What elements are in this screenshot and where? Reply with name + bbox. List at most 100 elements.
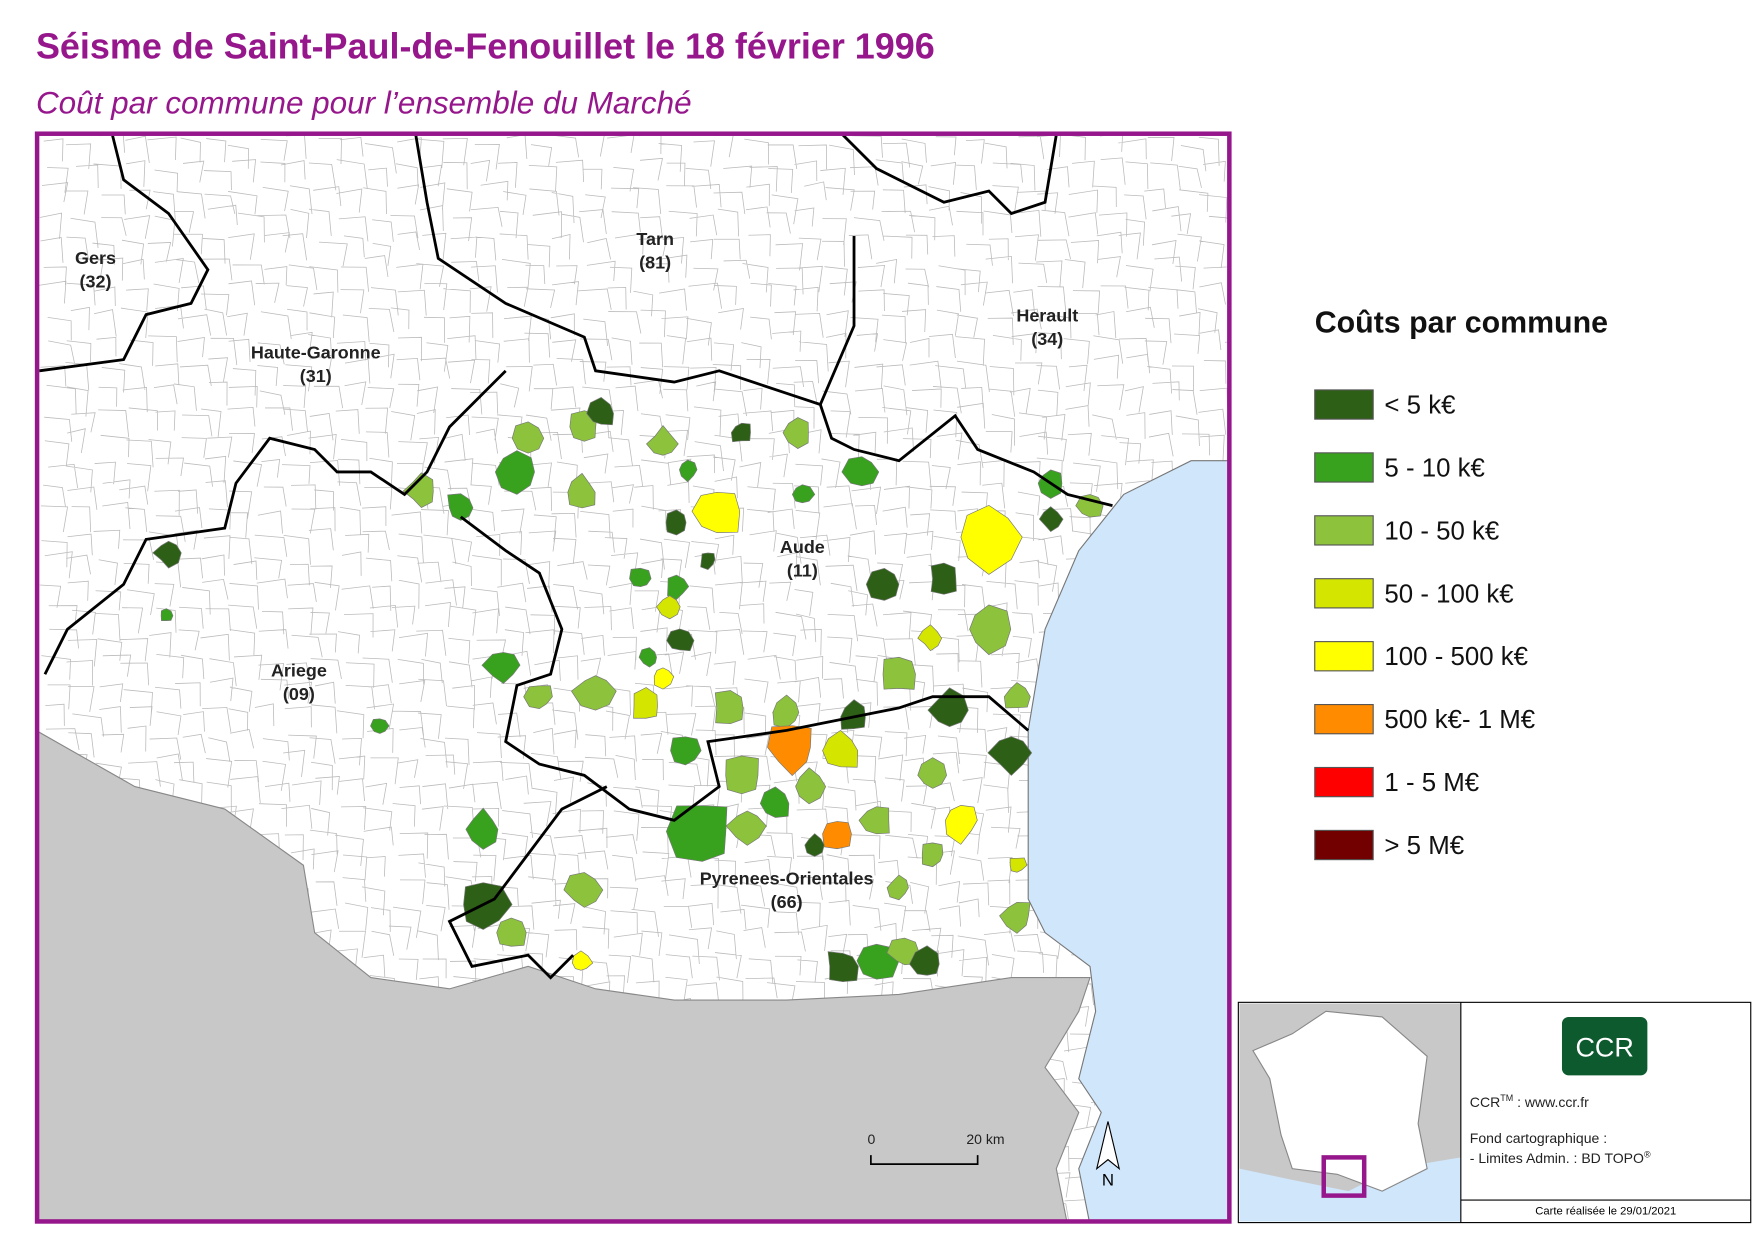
legend-swatch xyxy=(1314,515,1374,546)
commune xyxy=(714,690,744,725)
commune xyxy=(1009,857,1028,873)
commune xyxy=(494,450,535,495)
legend-swatch xyxy=(1314,703,1374,735)
commune xyxy=(523,685,553,709)
commune xyxy=(822,821,852,850)
commune xyxy=(759,786,790,818)
map-frame xyxy=(34,131,1232,1224)
commune xyxy=(465,807,499,850)
legend-swatch xyxy=(1314,389,1374,420)
department-name: Haute-Garonne xyxy=(251,342,381,362)
legend-swatch xyxy=(1314,829,1374,861)
commune xyxy=(791,484,816,504)
department-code: (66) xyxy=(771,892,803,912)
commune xyxy=(822,729,859,768)
commune xyxy=(909,945,940,976)
scale-bar: 0 20 km xyxy=(868,1131,1005,1165)
commune xyxy=(570,675,617,711)
department-code: (11) xyxy=(787,560,818,580)
department-name: Ariege xyxy=(271,660,327,680)
department-name: Pyrenees-Orientales xyxy=(700,868,874,888)
department-code: (09) xyxy=(283,684,315,704)
commune xyxy=(629,567,652,588)
commune xyxy=(567,472,596,509)
commune xyxy=(1075,494,1104,518)
commune xyxy=(969,604,1012,656)
legend-label: > 5 M€ xyxy=(1384,832,1464,860)
date: Carte réalisée le 29/01/2021 xyxy=(1535,1206,1676,1218)
commune xyxy=(987,736,1033,776)
legend-label: 1 - 5 M€ xyxy=(1384,769,1479,797)
ccr-site: CCRTM : www.ccr.fr xyxy=(1470,1093,1589,1110)
department-name: Herault xyxy=(1016,305,1078,325)
commune xyxy=(841,456,880,487)
scale-end: 20 km xyxy=(966,1131,1004,1147)
subtitle: Coût par commune pour l’ensemble du Marc… xyxy=(36,85,692,120)
commune xyxy=(571,950,594,971)
title: Séisme de Saint-Paul-de-Fenouillet le 18… xyxy=(36,25,935,66)
commune xyxy=(730,422,751,443)
scale-start: 0 xyxy=(868,1131,876,1147)
commune xyxy=(638,647,657,668)
commune xyxy=(370,718,390,734)
commune xyxy=(772,694,800,729)
commune xyxy=(725,810,767,846)
commune xyxy=(667,574,690,600)
commune xyxy=(917,624,943,652)
reg: ® xyxy=(1644,1149,1651,1159)
fond: Fond cartographique : xyxy=(1470,1130,1607,1146)
commune xyxy=(463,882,513,930)
limites-text: - Limites Admin. : BD TOPO xyxy=(1470,1150,1644,1166)
legend-label: 500 k€- 1 M€ xyxy=(1384,706,1535,734)
commune xyxy=(691,491,741,533)
department-name: Aude xyxy=(780,537,825,557)
commune xyxy=(633,687,658,719)
commune xyxy=(670,736,702,766)
commune xyxy=(725,755,759,795)
commune xyxy=(1038,506,1064,533)
inset: CCR CCRTM : www.ccr.fr Fond cartographiq… xyxy=(1237,1001,1752,1224)
commune xyxy=(511,421,545,454)
commune xyxy=(930,562,957,595)
legend-label: 100 - 500 k€ xyxy=(1384,643,1528,671)
ccr: CCR xyxy=(1470,1094,1500,1110)
department-code: (32) xyxy=(80,272,112,292)
spain xyxy=(38,731,1091,1221)
commune xyxy=(666,805,728,862)
department-borders xyxy=(39,134,1113,980)
commune xyxy=(921,842,944,868)
commune xyxy=(653,667,675,690)
limites: - Limites Admin. : BD TOPO® xyxy=(1470,1149,1651,1166)
commune xyxy=(804,833,825,857)
map-area xyxy=(38,134,1229,1221)
commune xyxy=(886,874,909,901)
legend-label: 5 - 10 k€ xyxy=(1384,454,1485,482)
commune xyxy=(496,917,527,947)
legend-swatch xyxy=(1314,578,1374,609)
tm: TM xyxy=(1500,1093,1513,1103)
commune xyxy=(152,540,182,569)
commune xyxy=(665,509,687,536)
department-name: Tarn xyxy=(636,229,674,249)
legend-swatch xyxy=(1314,766,1374,798)
commune xyxy=(795,767,827,805)
commune xyxy=(447,493,474,521)
site: : www.ccr.fr xyxy=(1513,1094,1589,1110)
commune xyxy=(917,757,947,789)
commune xyxy=(840,699,866,730)
legend-swatch xyxy=(1314,452,1374,483)
legend-swatch xyxy=(1314,641,1374,672)
commune xyxy=(700,552,716,570)
department-name: Gers xyxy=(75,248,116,268)
commune xyxy=(960,504,1023,575)
commune xyxy=(646,425,679,456)
commune xyxy=(481,652,521,684)
legend-label: 50 - 100 k€ xyxy=(1384,580,1513,608)
sea xyxy=(1027,460,1229,1221)
legend-label: < 5 k€ xyxy=(1384,392,1455,420)
commune xyxy=(586,397,614,426)
commune xyxy=(999,901,1031,934)
commune xyxy=(402,472,434,508)
commune xyxy=(882,656,916,690)
